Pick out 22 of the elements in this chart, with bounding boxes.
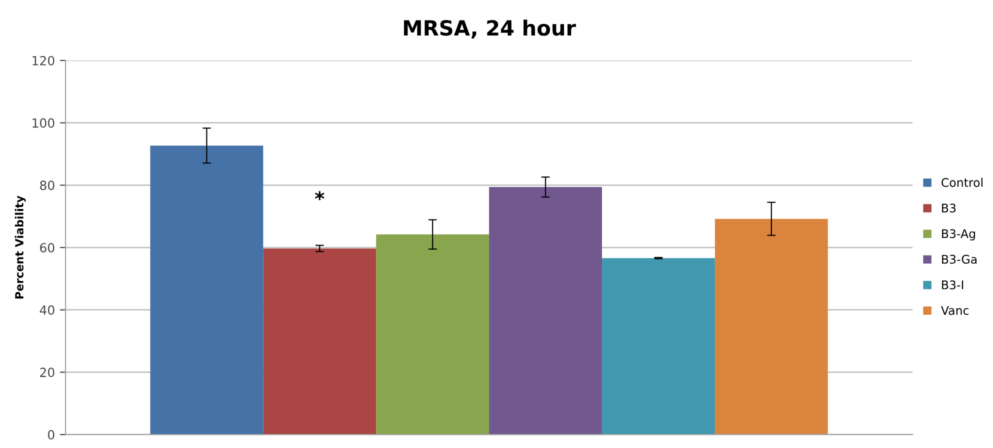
y-tick-label: 120 xyxy=(32,56,54,66)
legend-label: Vanc xyxy=(940,306,969,315)
bar xyxy=(150,146,264,435)
legend-label: Control xyxy=(942,178,982,187)
y-tick-label: 20 xyxy=(40,368,54,378)
y-tick-label: 100 xyxy=(32,118,54,128)
legend-label: B3 xyxy=(942,204,956,213)
legend-label: B3-Ga xyxy=(942,254,977,264)
legend-label: B3-Ag xyxy=(942,229,975,240)
y-axis-title: Percent Viability xyxy=(14,196,26,299)
bar xyxy=(714,218,828,435)
y-tick-label: 60 xyxy=(40,242,54,252)
legend-label: B3-I xyxy=(942,280,964,290)
bar xyxy=(263,248,376,435)
chart-title: MRSA, 24 hour xyxy=(404,20,576,38)
bar xyxy=(376,234,490,435)
y-tick-label: 0 xyxy=(48,430,54,440)
y-tick-label: 80 xyxy=(40,180,54,190)
bar xyxy=(602,258,715,435)
bar xyxy=(489,187,602,435)
data-label: * xyxy=(314,191,324,200)
y-tick-label: 40 xyxy=(40,305,54,315)
